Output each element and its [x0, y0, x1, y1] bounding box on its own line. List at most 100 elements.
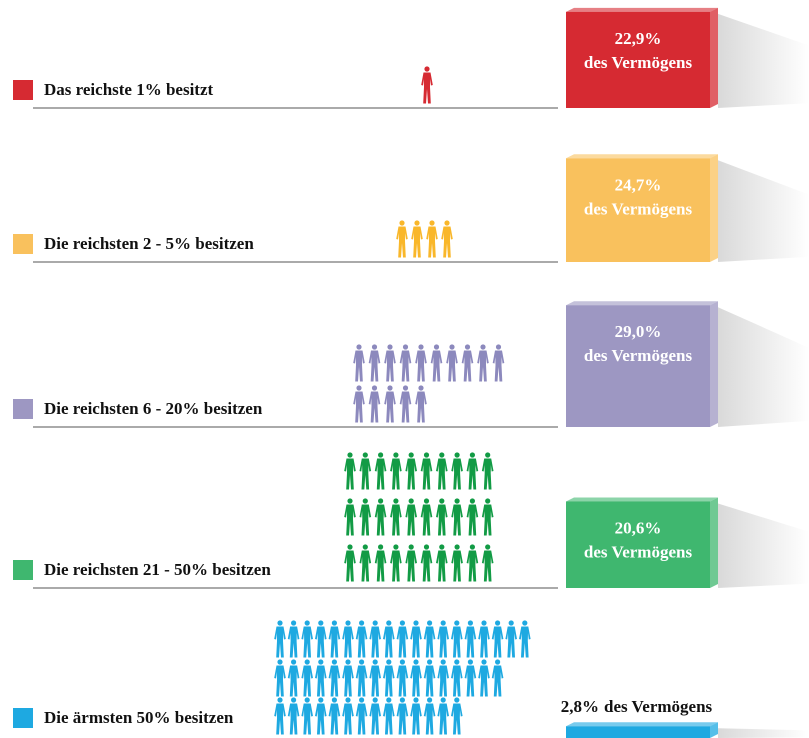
- bar: [566, 11, 710, 108]
- person-icon: [396, 697, 409, 735]
- row-label: Das reichste 1% besitzt: [44, 80, 214, 99]
- bar-side: [710, 7, 718, 109]
- person-icon: [287, 697, 300, 735]
- row-label: Die reichsten 21 - 50% besitzen: [44, 560, 271, 579]
- person-icon: [481, 544, 494, 582]
- person-icon: [374, 452, 387, 490]
- person-icon: [353, 344, 365, 382]
- value-suffix: des Vermögens: [584, 53, 693, 72]
- person-icon: [359, 452, 372, 490]
- person-icon: [287, 659, 300, 697]
- person-icon: [415, 385, 427, 423]
- person-icon: [390, 452, 402, 490]
- bar-top: [566, 722, 718, 727]
- person-icon: [451, 498, 463, 536]
- person-icon: [436, 544, 448, 582]
- bar: [566, 726, 710, 738]
- person-icon: [410, 697, 422, 735]
- person-icon: [405, 544, 417, 582]
- person-icon: [423, 620, 436, 658]
- person-icon: [301, 620, 313, 658]
- legend-swatch: [13, 234, 33, 254]
- bar-top: [566, 497, 718, 502]
- person-icon: [315, 620, 327, 658]
- person-icon: [437, 659, 449, 697]
- bar: [566, 158, 710, 262]
- person-icon: [451, 452, 463, 490]
- person-icon: [274, 659, 286, 697]
- person-icon: [384, 385, 396, 423]
- bar: [566, 305, 710, 427]
- person-icon: [481, 498, 494, 536]
- person-icon: [405, 452, 417, 490]
- legend-swatch: [13, 399, 33, 419]
- person-icon: [478, 659, 490, 697]
- bar-shadow: [718, 307, 809, 427]
- person-icon: [396, 620, 409, 658]
- person-icon: [399, 344, 412, 382]
- row-label: Die reichsten 2 - 5% besitzen: [44, 234, 254, 253]
- person-icon: [491, 659, 504, 697]
- bar-top: [566, 154, 718, 159]
- person-icon: [505, 620, 517, 658]
- person-icon: [390, 498, 402, 536]
- person-icon: [315, 659, 327, 697]
- bar-side: [710, 497, 718, 588]
- person-icon: [274, 697, 286, 735]
- person-icon: [451, 620, 463, 658]
- person-icon: [423, 697, 436, 735]
- person-icon: [423, 659, 436, 697]
- person-icon: [344, 544, 356, 582]
- person-icon: [344, 452, 356, 490]
- bar-shadow: [718, 503, 809, 588]
- person-icon: [399, 385, 412, 423]
- legend-swatch: [13, 80, 33, 100]
- person-icon: [344, 498, 356, 536]
- person-icon: [420, 452, 433, 490]
- value-suffix: des Vermögens: [584, 542, 693, 561]
- value-suffix: des Vermögens: [584, 199, 693, 218]
- person-icon: [420, 544, 433, 582]
- person-icon: [430, 344, 443, 382]
- person-icon: [368, 385, 381, 423]
- bar-top: [566, 301, 718, 306]
- person-icon: [355, 697, 368, 735]
- person-icon: [328, 697, 341, 735]
- legend-swatch: [13, 708, 33, 728]
- person-icon: [451, 544, 463, 582]
- person-icon: [410, 659, 422, 697]
- person-icon: [359, 544, 372, 582]
- legend-swatch: [13, 560, 33, 580]
- person-icon: [342, 620, 354, 658]
- person-icon: [477, 344, 489, 382]
- person-icon: [481, 452, 494, 490]
- person-icon: [451, 659, 463, 697]
- person-icon: [396, 659, 409, 697]
- person-icon: [328, 659, 341, 697]
- person-icon: [342, 659, 354, 697]
- person-icon: [466, 452, 479, 490]
- bar-side: [710, 301, 718, 427]
- value-label: 22,9%: [615, 29, 662, 48]
- person-icon: [383, 697, 395, 735]
- person-icon: [426, 220, 438, 258]
- person-icon: [384, 344, 396, 382]
- person-icon: [396, 220, 408, 258]
- bar-side: [710, 154, 718, 262]
- person-icon: [492, 344, 505, 382]
- person-icon: [355, 620, 368, 658]
- value-label: 20,6%: [615, 518, 662, 537]
- person-icon: [355, 659, 368, 697]
- value-suffix: des Vermögens: [584, 346, 693, 365]
- person-icon: [342, 697, 354, 735]
- person-icon: [374, 544, 387, 582]
- person-icon: [437, 620, 449, 658]
- person-icon: [383, 620, 395, 658]
- bar-shadow: [718, 160, 809, 262]
- person-icon: [383, 659, 395, 697]
- bar-shadow: [718, 13, 809, 108]
- person-icon: [415, 344, 427, 382]
- person-icon: [451, 697, 463, 735]
- person-icon: [301, 659, 313, 697]
